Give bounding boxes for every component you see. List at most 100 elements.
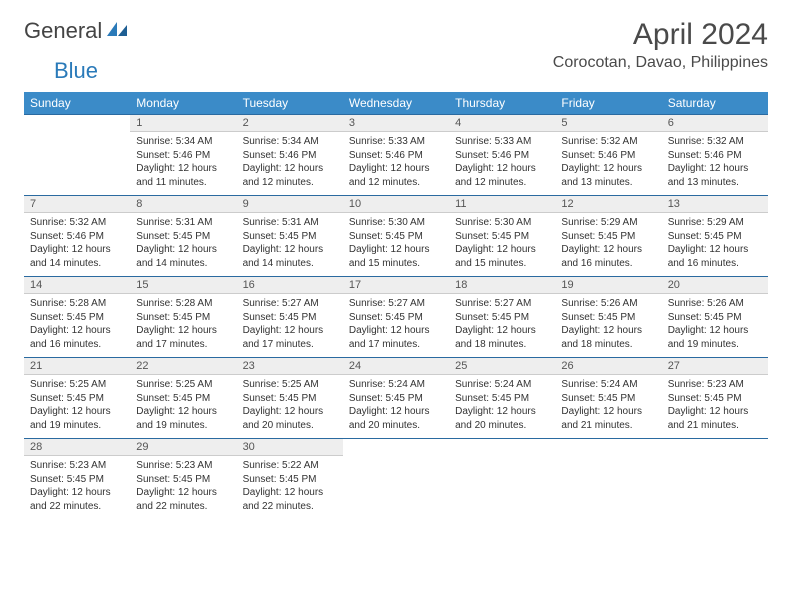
sunrise-text: Sunrise: 5:28 AM	[136, 297, 230, 311]
day-content-cell: Sunrise: 5:31 AMSunset: 5:45 PMDaylight:…	[237, 213, 343, 277]
day-content-cell: Sunrise: 5:29 AMSunset: 5:45 PMDaylight:…	[662, 213, 768, 277]
day-number-cell: 4	[449, 115, 555, 132]
day-content-cell: Sunrise: 5:29 AMSunset: 5:45 PMDaylight:…	[555, 213, 661, 277]
sunset-text: Sunset: 5:45 PM	[668, 230, 762, 244]
sunset-text: Sunset: 5:46 PM	[349, 149, 443, 163]
day-content-cell: Sunrise: 5:33 AMSunset: 5:46 PMDaylight:…	[449, 132, 555, 196]
sunset-text: Sunset: 5:45 PM	[349, 230, 443, 244]
day-number-row: 14151617181920	[24, 277, 768, 294]
day-number-row: 282930	[24, 439, 768, 456]
logo-word1: General	[24, 18, 102, 44]
location-text: Corocotan, Davao, Philippines	[553, 54, 768, 72]
day-number-row: 123456	[24, 115, 768, 132]
sunset-text: Sunset: 5:45 PM	[136, 473, 230, 487]
sunrise-text: Sunrise: 5:26 AM	[561, 297, 655, 311]
sunset-text: Sunset: 5:45 PM	[30, 311, 124, 325]
sunrise-text: Sunrise: 5:26 AM	[668, 297, 762, 311]
day-content-cell: Sunrise: 5:34 AMSunset: 5:46 PMDaylight:…	[237, 132, 343, 196]
month-title: April 2024	[553, 18, 768, 52]
sunrise-text: Sunrise: 5:25 AM	[243, 378, 337, 392]
sunset-text: Sunset: 5:46 PM	[136, 149, 230, 163]
sunrise-text: Sunrise: 5:23 AM	[668, 378, 762, 392]
day-number-cell: 25	[449, 358, 555, 375]
daylight-text: Daylight: 12 hours and 17 minutes.	[243, 324, 337, 351]
day-content-cell	[449, 456, 555, 520]
day-content-cell: Sunrise: 5:32 AMSunset: 5:46 PMDaylight:…	[24, 213, 130, 277]
day-content-row: Sunrise: 5:32 AMSunset: 5:46 PMDaylight:…	[24, 213, 768, 277]
day-content-cell: Sunrise: 5:27 AMSunset: 5:45 PMDaylight:…	[449, 294, 555, 358]
weekday-header: Tuesday	[237, 92, 343, 115]
day-number-cell: 20	[662, 277, 768, 294]
day-number-cell	[24, 115, 130, 132]
sunset-text: Sunset: 5:45 PM	[668, 311, 762, 325]
sunset-text: Sunset: 5:45 PM	[455, 230, 549, 244]
sunset-text: Sunset: 5:45 PM	[136, 311, 230, 325]
day-number-cell: 23	[237, 358, 343, 375]
sunrise-text: Sunrise: 5:32 AM	[30, 216, 124, 230]
day-number-row: 21222324252627	[24, 358, 768, 375]
sunrise-text: Sunrise: 5:24 AM	[455, 378, 549, 392]
sunrise-text: Sunrise: 5:27 AM	[455, 297, 549, 311]
title-block: April 2024 Corocotan, Davao, Philippines	[553, 18, 768, 72]
sunrise-text: Sunrise: 5:22 AM	[243, 459, 337, 473]
day-number-cell: 17	[343, 277, 449, 294]
daylight-text: Daylight: 12 hours and 20 minutes.	[455, 405, 549, 432]
daylight-text: Daylight: 12 hours and 14 minutes.	[136, 243, 230, 270]
sunset-text: Sunset: 5:45 PM	[455, 311, 549, 325]
day-content-row: Sunrise: 5:28 AMSunset: 5:45 PMDaylight:…	[24, 294, 768, 358]
day-content-cell: Sunrise: 5:31 AMSunset: 5:45 PMDaylight:…	[130, 213, 236, 277]
daylight-text: Daylight: 12 hours and 14 minutes.	[243, 243, 337, 270]
day-content-cell: Sunrise: 5:28 AMSunset: 5:45 PMDaylight:…	[130, 294, 236, 358]
sunrise-text: Sunrise: 5:31 AM	[136, 216, 230, 230]
day-content-cell: Sunrise: 5:26 AMSunset: 5:45 PMDaylight:…	[555, 294, 661, 358]
day-number-cell	[449, 439, 555, 456]
sunset-text: Sunset: 5:45 PM	[243, 392, 337, 406]
day-content-cell: Sunrise: 5:25 AMSunset: 5:45 PMDaylight:…	[130, 375, 236, 439]
day-number-cell: 30	[237, 439, 343, 456]
sunset-text: Sunset: 5:45 PM	[243, 230, 337, 244]
sunrise-text: Sunrise: 5:27 AM	[243, 297, 337, 311]
daylight-text: Daylight: 12 hours and 19 minutes.	[136, 405, 230, 432]
sunset-text: Sunset: 5:45 PM	[349, 392, 443, 406]
day-number-cell: 18	[449, 277, 555, 294]
weekday-header: Saturday	[662, 92, 768, 115]
sunset-text: Sunset: 5:46 PM	[668, 149, 762, 163]
daylight-text: Daylight: 12 hours and 17 minutes.	[349, 324, 443, 351]
day-content-cell: Sunrise: 5:23 AMSunset: 5:45 PMDaylight:…	[662, 375, 768, 439]
day-number-cell: 1	[130, 115, 236, 132]
day-number-cell: 13	[662, 196, 768, 213]
sunrise-text: Sunrise: 5:29 AM	[561, 216, 655, 230]
sunrise-text: Sunrise: 5:33 AM	[455, 135, 549, 149]
sunrise-text: Sunrise: 5:27 AM	[349, 297, 443, 311]
day-content-cell: Sunrise: 5:24 AMSunset: 5:45 PMDaylight:…	[449, 375, 555, 439]
sunset-text: Sunset: 5:45 PM	[561, 392, 655, 406]
weekday-header: Thursday	[449, 92, 555, 115]
day-content-cell: Sunrise: 5:24 AMSunset: 5:45 PMDaylight:…	[343, 375, 449, 439]
daylight-text: Daylight: 12 hours and 22 minutes.	[243, 486, 337, 513]
day-number-cell: 8	[130, 196, 236, 213]
day-content-cell	[343, 456, 449, 520]
daylight-text: Daylight: 12 hours and 19 minutes.	[30, 405, 124, 432]
day-number-cell	[555, 439, 661, 456]
day-content-cell: Sunrise: 5:34 AMSunset: 5:46 PMDaylight:…	[130, 132, 236, 196]
sunrise-text: Sunrise: 5:25 AM	[30, 378, 124, 392]
logo-sail-icon	[107, 20, 129, 43]
weekday-header-row: Sunday Monday Tuesday Wednesday Thursday…	[24, 92, 768, 115]
day-number-cell: 21	[24, 358, 130, 375]
sunset-text: Sunset: 5:46 PM	[561, 149, 655, 163]
daylight-text: Daylight: 12 hours and 12 minutes.	[349, 162, 443, 189]
sunrise-text: Sunrise: 5:32 AM	[668, 135, 762, 149]
sunset-text: Sunset: 5:45 PM	[136, 392, 230, 406]
sunrise-text: Sunrise: 5:25 AM	[136, 378, 230, 392]
sunrise-text: Sunrise: 5:34 AM	[243, 135, 337, 149]
day-content-row: Sunrise: 5:23 AMSunset: 5:45 PMDaylight:…	[24, 456, 768, 520]
day-number-cell: 10	[343, 196, 449, 213]
daylight-text: Daylight: 12 hours and 15 minutes.	[349, 243, 443, 270]
day-number-cell: 29	[130, 439, 236, 456]
day-content-cell	[24, 132, 130, 196]
sunset-text: Sunset: 5:45 PM	[349, 311, 443, 325]
day-number-row: 78910111213	[24, 196, 768, 213]
day-number-cell: 11	[449, 196, 555, 213]
daylight-text: Daylight: 12 hours and 22 minutes.	[30, 486, 124, 513]
sunrise-text: Sunrise: 5:34 AM	[136, 135, 230, 149]
